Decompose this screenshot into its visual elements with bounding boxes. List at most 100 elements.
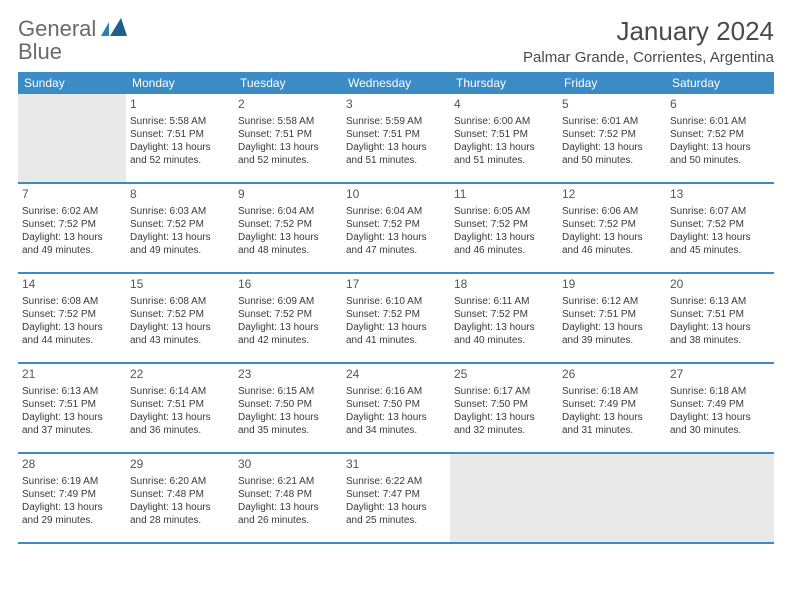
calendar-cell: 29 Sunrise: 6:20 AMSunset: 7:48 PMDayligh…: [126, 454, 234, 542]
day-number: 10: [346, 187, 446, 203]
day-info: Sunrise: 6:16 AMSunset: 7:50 PMDaylight:…: [346, 385, 446, 437]
day-number: 8: [130, 187, 230, 203]
day-info: Sunrise: 6:03 AMSunset: 7:52 PMDaylight:…: [130, 205, 230, 257]
calendar-cell: [558, 454, 666, 542]
day-number: 26: [562, 367, 662, 383]
day-number: 9: [238, 187, 338, 203]
calendar-cell: 27 Sunrise: 6:18 AMSunset: 7:49 PMDayligh…: [666, 364, 774, 452]
day-info: Sunrise: 6:13 AMSunset: 7:51 PMDaylight:…: [22, 385, 122, 437]
day-number: 17: [346, 277, 446, 293]
day-info: Sunrise: 5:59 AMSunset: 7:51 PMDaylight:…: [346, 115, 446, 167]
day-number: 12: [562, 187, 662, 203]
day-number: 20: [670, 277, 770, 293]
logo-flag-icon: [101, 18, 127, 36]
day-info: Sunrise: 6:04 AMSunset: 7:52 PMDaylight:…: [346, 205, 446, 257]
calendar-row: 7Sunrise: 6:02 AMSunset: 7:52 PMDaylight…: [18, 184, 774, 274]
calendar-cell: 31Sunrise: 6:22 AMSunset: 7:47 PMDayligh…: [342, 454, 450, 542]
day-number: 13: [670, 187, 770, 203]
weekday-header: Sunday: [18, 72, 126, 94]
weekday-header: Monday: [126, 72, 234, 94]
logo-word2: Blue: [18, 39, 62, 64]
day-number: 11: [454, 187, 554, 203]
logo-word1: General: [18, 16, 96, 41]
calendar-cell: 2Sunrise: 5:58 AMSunset: 7:51 PMDaylight…: [234, 94, 342, 182]
day-number: 18: [454, 277, 554, 293]
calendar-page: General Blue January 2024 Palmar Grande,…: [0, 0, 792, 544]
calendar-cell: 3Sunrise: 5:59 AMSunset: 7:51 PMDaylight…: [342, 94, 450, 182]
calendar-header-row: SundayMondayTuesdayWednesdayThursdayFrid…: [18, 72, 774, 94]
day-info: Sunrise: 6:18 AMSunset: 7:49 PMDaylight:…: [670, 385, 770, 437]
weekday-header: Wednesday: [342, 72, 450, 94]
day-number: 19: [562, 277, 662, 293]
day-info: Sunrise: 6:09 AMSunset: 7:52 PMDaylight:…: [238, 295, 338, 347]
day-info: Sunrise: 6:08 AMSunset: 7:52 PMDaylight:…: [130, 295, 230, 347]
day-info: Sunrise: 6:15 AMSunset: 7:50 PMDaylight:…: [238, 385, 338, 437]
calendar-cell: 5 Sunrise: 6:01 AMSunset: 7:52 PMDaylight…: [558, 94, 666, 182]
calendar-cell: 28Sunrise: 6:19 AMSunset: 7:49 PMDayligh…: [18, 454, 126, 542]
day-number: 28: [22, 457, 122, 473]
calendar-cell: 21 Sunrise: 6:13 AMSunset: 7:51 PMDayligh…: [18, 364, 126, 452]
day-number: 4: [454, 97, 554, 113]
day-number: 22: [130, 367, 230, 383]
day-number: 25: [454, 367, 554, 383]
day-number: 29: [130, 457, 230, 473]
calendar-cell: 25 Sunrise: 6:17 AMSunset: 7:50 PMDayligh…: [450, 364, 558, 452]
day-info: Sunrise: 6:07 AMSunset: 7:52 PMDaylight:…: [670, 205, 770, 257]
day-info: Sunrise: 6:21 AMSunset: 7:48 PMDaylight:…: [238, 475, 338, 527]
calendar-cell: 30 Sunrise: 6:21 AMSunset: 7:48 PMDayligh…: [234, 454, 342, 542]
day-info: Sunrise: 6:06 AMSunset: 7:52 PMDaylight:…: [562, 205, 662, 257]
day-info: Sunrise: 6:22 AMSunset: 7:47 PMDaylight:…: [346, 475, 446, 527]
weekday-header: Tuesday: [234, 72, 342, 94]
day-info: Sunrise: 6:12 AMSunset: 7:51 PMDaylight:…: [562, 295, 662, 347]
calendar-body: 1Sunrise: 5:58 AMSunset: 7:51 PMDaylight…: [18, 94, 774, 544]
day-info: Sunrise: 6:08 AMSunset: 7:52 PMDaylight:…: [22, 295, 122, 347]
day-info: Sunrise: 6:20 AMSunset: 7:48 PMDaylight:…: [130, 475, 230, 527]
day-number: 24: [346, 367, 446, 383]
calendar-cell: 24 Sunrise: 6:16 AMSunset: 7:50 PMDayligh…: [342, 364, 450, 452]
calendar-cell: 17Sunrise: 6:10 AMSunset: 7:52 PMDayligh…: [342, 274, 450, 362]
day-number: 30: [238, 457, 338, 473]
calendar-cell: 15 Sunrise: 6:08 AMSunset: 7:52 PMDayligh…: [126, 274, 234, 362]
calendar-cell: 11 Sunrise: 6:05 AMSunset: 7:52 PMDayligh…: [450, 184, 558, 272]
calendar-cell: 6 Sunrise: 6:01 AMSunset: 7:52 PMDaylight…: [666, 94, 774, 182]
day-info: Sunrise: 6:05 AMSunset: 7:52 PMDaylight:…: [454, 205, 554, 257]
month-title: January 2024: [523, 16, 774, 47]
day-info: Sunrise: 6:01 AMSunset: 7:52 PMDaylight:…: [670, 115, 770, 167]
calendar-cell: 23Sunrise: 6:15 AMSunset: 7:50 PMDayligh…: [234, 364, 342, 452]
day-info: Sunrise: 6:01 AMSunset: 7:52 PMDaylight:…: [562, 115, 662, 167]
calendar-row: 14 Sunrise: 6:08 AMSunset: 7:52 PMDayligh…: [18, 274, 774, 364]
day-info: Sunrise: 5:58 AMSunset: 7:51 PMDaylight:…: [130, 115, 230, 167]
calendar-cell: 14 Sunrise: 6:08 AMSunset: 7:52 PMDayligh…: [18, 274, 126, 362]
calendar-cell: 9 Sunrise: 6:04 AMSunset: 7:52 PMDaylight…: [234, 184, 342, 272]
day-info: Sunrise: 6:04 AMSunset: 7:52 PMDaylight:…: [238, 205, 338, 257]
calendar-row: 21 Sunrise: 6:13 AMSunset: 7:51 PMDayligh…: [18, 364, 774, 454]
calendar-cell: 22 Sunrise: 6:14 AMSunset: 7:51 PMDayligh…: [126, 364, 234, 452]
day-number: 15: [130, 277, 230, 293]
calendar-cell: [450, 454, 558, 542]
day-info: Sunrise: 6:02 AMSunset: 7:52 PMDaylight:…: [22, 205, 122, 257]
day-info: Sunrise: 6:17 AMSunset: 7:50 PMDaylight:…: [454, 385, 554, 437]
day-number: 27: [670, 367, 770, 383]
calendar-cell: 4 Sunrise: 6:00 AMSunset: 7:51 PMDaylight…: [450, 94, 558, 182]
day-number: 21: [22, 367, 122, 383]
day-number: 14: [22, 277, 122, 293]
calendar-cell: 7Sunrise: 6:02 AMSunset: 7:52 PMDaylight…: [18, 184, 126, 272]
day-info: Sunrise: 5:58 AMSunset: 7:51 PMDaylight:…: [238, 115, 338, 167]
day-number: 16: [238, 277, 338, 293]
title-block: January 2024 Palmar Grande, Corrientes, …: [523, 16, 774, 66]
day-number: 5: [562, 97, 662, 113]
calendar-cell: [18, 94, 126, 182]
header: General Blue January 2024 Palmar Grande,…: [18, 16, 774, 66]
day-info: Sunrise: 6:00 AMSunset: 7:51 PMDaylight:…: [454, 115, 554, 167]
logo: General Blue: [18, 16, 127, 64]
calendar-cell: 26 Sunrise: 6:18 AMSunset: 7:49 PMDayligh…: [558, 364, 666, 452]
day-info: Sunrise: 6:14 AMSunset: 7:51 PMDaylight:…: [130, 385, 230, 437]
day-info: Sunrise: 6:13 AMSunset: 7:51 PMDaylight:…: [670, 295, 770, 347]
day-info: Sunrise: 6:18 AMSunset: 7:49 PMDaylight:…: [562, 385, 662, 437]
calendar-cell: 13 Sunrise: 6:07 AMSunset: 7:52 PMDayligh…: [666, 184, 774, 272]
weekday-header: Saturday: [666, 72, 774, 94]
calendar-cell: 10 Sunrise: 6:04 AMSunset: 7:52 PMDayligh…: [342, 184, 450, 272]
location: Palmar Grande, Corrientes, Argentina: [523, 49, 774, 66]
calendar-cell: 12 Sunrise: 6:06 AMSunset: 7:52 PMDayligh…: [558, 184, 666, 272]
day-number: 6: [670, 97, 770, 113]
